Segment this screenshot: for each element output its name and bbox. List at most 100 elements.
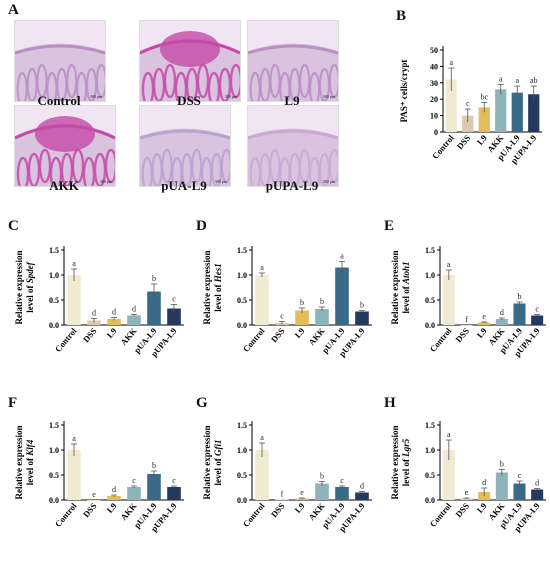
y-axis-label: Relative expression xyxy=(202,425,212,499)
significance-letter: d xyxy=(500,308,504,317)
y-axis-label-gene: level of Spdef xyxy=(25,261,35,313)
significance-letter: a xyxy=(447,430,451,439)
bar xyxy=(87,500,101,501)
chart-hes1: 0.0 0.5 1.0 1.5 Relative expression level of … xyxy=(202,246,372,359)
significance-letter: b xyxy=(152,461,156,470)
significance-letter: b xyxy=(320,472,324,481)
chart-atoh1: 0.0 0.5 1.0 1.5 Relative expression level of … xyxy=(390,246,546,359)
significance-letter: ab xyxy=(530,76,538,85)
significance-letter: bc xyxy=(480,92,488,101)
bar xyxy=(513,303,526,325)
bar xyxy=(107,319,121,325)
chart-klf4: 0.0 0.5 1.0 1.5 Relative expression level of … xyxy=(14,421,184,534)
y-axis-label-gene: level of Klf4 xyxy=(25,439,35,485)
y-tick-label: 1.5 xyxy=(237,246,247,255)
chart-spdef: 0.0 0.5 1.0 1.5 Relative expression level of … xyxy=(14,246,184,359)
y-tick-label: 1.0 xyxy=(49,446,59,455)
significance-letter: c xyxy=(280,312,284,321)
category-label: DSS xyxy=(455,133,473,152)
significance-letter: a xyxy=(447,260,451,269)
significance-letter: e xyxy=(482,312,486,321)
bar xyxy=(460,498,473,500)
y-axis-label: PAS⁺ cells/crypt xyxy=(399,60,409,123)
bar xyxy=(513,483,526,500)
bar xyxy=(528,94,540,132)
bar xyxy=(355,311,369,325)
significance-letter: a xyxy=(72,434,76,443)
y-tick-label: 0.0 xyxy=(425,496,435,505)
histology-label: pUA-L9 xyxy=(161,178,207,193)
significance-letter: a xyxy=(340,252,344,261)
panel-label-d: D xyxy=(196,218,207,234)
bar xyxy=(67,275,81,325)
y-axis-label: Relative expression xyxy=(202,250,212,324)
histology-label: Control xyxy=(37,93,81,108)
significance-letter: c xyxy=(340,476,344,485)
significance-letter: b xyxy=(500,460,504,469)
y-tick-label: 0.0 xyxy=(49,321,59,330)
scale-bar-label: 300 μm xyxy=(322,179,335,184)
bar xyxy=(442,275,455,325)
bar xyxy=(478,107,490,132)
significance-letter: a xyxy=(449,58,453,67)
bar xyxy=(511,92,523,132)
significance-letter: c xyxy=(466,99,470,108)
histology-image: 300 μm xyxy=(14,105,116,187)
significance-letter: b xyxy=(320,297,324,306)
category-label: DSS xyxy=(269,501,287,520)
category-label: L9 xyxy=(475,326,489,340)
y-tick-label: 0.5 xyxy=(237,296,247,305)
significance-letter: a xyxy=(260,433,264,442)
bar xyxy=(495,472,508,500)
bar xyxy=(295,498,309,500)
scale-bar-label: 300 μm xyxy=(89,94,102,99)
y-axis-label-gene: level of Gfi1 xyxy=(213,440,223,486)
y-tick-label: 1.5 xyxy=(425,421,435,430)
category-label: DSS xyxy=(453,501,471,520)
significance-letter: d xyxy=(112,308,116,317)
panel-label-e: E xyxy=(384,218,395,234)
y-tick-label: 0 xyxy=(434,128,438,137)
bar xyxy=(531,489,544,500)
y-axis-label-gene: level of Lgr5 xyxy=(401,438,411,486)
significance-letter: c xyxy=(132,476,136,485)
y-axis-label-gene: level of Hes1 xyxy=(213,263,223,312)
y-tick-label: 1.5 xyxy=(49,246,59,255)
bar xyxy=(315,483,329,500)
y-tick-label: 0.0 xyxy=(237,321,247,330)
significance-letter: c xyxy=(172,476,176,485)
significance-letter: b xyxy=(152,274,156,283)
y-tick-label: 0.5 xyxy=(49,471,59,480)
y-tick-label: 0.5 xyxy=(425,296,435,305)
bar xyxy=(445,79,457,132)
significance-letter: f xyxy=(465,315,468,324)
bar xyxy=(255,450,269,500)
y-axis-label: Relative expression xyxy=(14,425,24,499)
bar xyxy=(127,487,141,500)
significance-letter: d xyxy=(535,479,539,488)
bar xyxy=(335,267,349,325)
category-label: L9 xyxy=(475,133,489,147)
y-tick-label: 10 xyxy=(430,112,438,121)
y-tick-label: 0.5 xyxy=(49,296,59,305)
bar xyxy=(67,450,81,500)
chart-gfi1: 0.0 0.5 1.0 1.5 Relative expression level of … xyxy=(202,421,372,534)
y-tick-label: 1.0 xyxy=(425,446,435,455)
y-tick-label: 0.0 xyxy=(237,496,247,505)
significance-letter: c xyxy=(172,295,176,304)
bar xyxy=(442,450,455,500)
y-tick-label: 1.5 xyxy=(237,421,247,430)
bar xyxy=(167,487,181,500)
bar xyxy=(462,115,474,132)
bar xyxy=(478,322,491,325)
bar xyxy=(87,320,101,325)
significance-letter: f xyxy=(281,490,284,499)
y-axis-label-gene: level of Atoh1 xyxy=(401,261,411,313)
bar xyxy=(147,291,161,325)
panel-label-a: A xyxy=(8,2,19,18)
significance-letter: a xyxy=(515,76,519,85)
histology-image: 300 μm xyxy=(14,20,106,102)
scale-bar-label: 300 μm xyxy=(322,94,335,99)
significance-letter: a xyxy=(260,263,264,272)
